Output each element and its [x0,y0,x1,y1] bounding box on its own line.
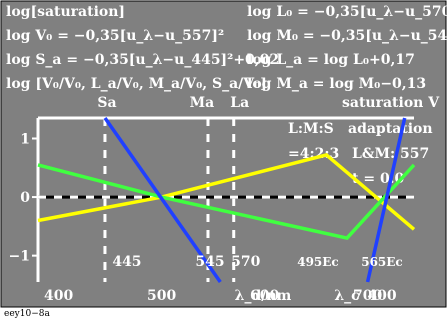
header-line3-left: log S_a = −0,35[u_λ−u_445]²+0,02 [6,52,279,68]
footer-code: eey10−8a [4,309,50,319]
plot-border [0,0,447,308]
y-tick-label-2: −1 [9,249,30,265]
series-line-1 [37,163,416,241]
series-line-3 [365,117,407,283]
x-tick-label-3: 700 [353,288,382,304]
peak-label-2: La [230,95,249,111]
bottom-label-3: 495Ec [297,255,339,269]
annotation-ratio: =4:2:3 [288,146,339,162]
x-tick-label-4: 400 [367,288,396,304]
bottom-label-2: 570 [231,254,260,270]
header-line4-right: log M_a = log M₀−0,13 [247,76,426,92]
header-line4-left: log [V₀/V₀, L_a/V₀, M_a/V₀, S_a/V₀] [6,76,267,92]
x-axis-label: λ_d/nm [235,288,292,304]
annotation-adaptation: adaptation [348,121,433,137]
header-line1-right: log L₀ = −0,35[u_λ−u_570]² [247,4,448,20]
header-line3-right: log L_a = log L₀+0,17 [247,52,415,68]
peak-label-0: Sa [97,95,116,111]
bottom-label-4: 565Ec [361,255,403,269]
y-tick-label-1: 0 [20,190,30,206]
header-title: log[saturation] [6,4,125,20]
peak-label-1: Ma [190,95,215,111]
y-tick-label-0: 1 [20,132,30,148]
x-tick-label-0: 400 [44,288,73,304]
annotation-lms: L:M:S [288,121,334,137]
x-tick-label-2: 600 [250,288,279,304]
xc-axis-label: λ_c [334,288,359,304]
series-line-0 [37,152,416,231]
series-line-2 [103,116,222,284]
header-line2-right: log M₀ = −0,35[u_λ−u_545]² [247,28,448,44]
header-line2-left: log V₀ = −0,35[u_λ−u_557]² [6,28,224,44]
x-tick-label-1: 500 [147,288,176,304]
bottom-label-0: 445 [112,254,141,270]
annotation-lm557: L&M: 557 [352,146,429,162]
annotation-saturation: saturation V [342,95,440,111]
bottom-label-1: 545 [195,254,224,270]
